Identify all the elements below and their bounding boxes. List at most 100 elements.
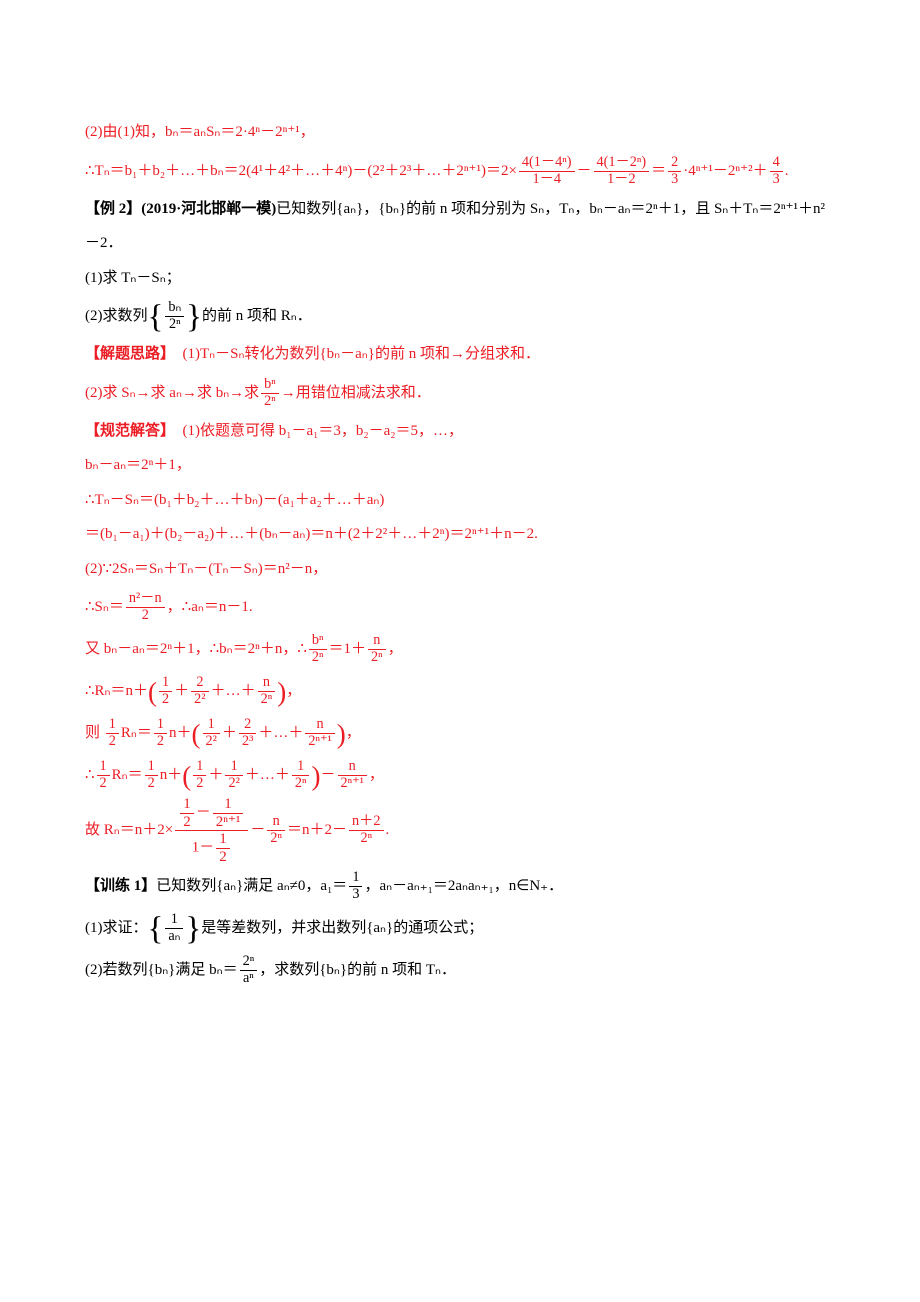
fraction: n2ⁿ⁺¹ — [305, 717, 334, 749]
fraction: n＋22ⁿ — [349, 814, 384, 846]
solution-line: 又 bₙ－aₙ＝2ⁿ＋1，∴bₙ＝2ⁿ＋n，∴bⁿ2ⁿ＝1＋n2ⁿ， — [85, 628, 835, 670]
text: 则 — [85, 725, 104, 741]
text: ∴Tₙ－Sₙ＝(b₁＋b₂＋…＋bₙ)－(a₁＋a₂＋…＋aₙ) — [85, 492, 384, 508]
fraction: 12 — [106, 717, 119, 749]
solution-line: 故 Rₙ＝n＋2× 12－12ⁿ⁺¹ 1－12 －n2ⁿ＝n＋2－n＋22ⁿ. — [85, 796, 835, 865]
fraction: 12 — [154, 717, 167, 749]
text: 又 bₙ－aₙ＝2ⁿ＋1，∴bₙ＝2ⁿ＋n，∴ — [85, 641, 307, 657]
fraction: 12 — [193, 759, 206, 791]
fraction: 13 — [349, 870, 362, 902]
text: →用错位相减法求和． — [281, 385, 431, 401]
section-label: 【规范解答】 — [85, 423, 175, 439]
solution-line: 则 12Rₙ＝12n＋(12²＋22³＋…＋n2ⁿ⁺¹)， — [85, 712, 835, 754]
section-label: 【解题思路】 — [85, 346, 175, 362]
question-2: (2)求数列{bₙ2ⁿ}的前 n 项和 Rₙ． — [85, 295, 835, 337]
fraction: bⁿ2ⁿ — [261, 377, 279, 409]
text: 已知数列{aₙ}满足 aₙ≠0，a₁＝ — [156, 878, 347, 894]
fraction: bₙ2ⁿ — [165, 300, 184, 332]
fraction: 2ⁿaⁿ — [240, 954, 258, 986]
fraction: n2ⁿ⁺¹ — [338, 759, 367, 791]
text: ＝(b₁－a₁)＋(b₂－a₂)＋…＋(bₙ－aₙ)＝n＋(2＋2²＋…＋2ⁿ)… — [85, 526, 538, 542]
fraction: 4(1－2ⁿ)1－2 — [594, 155, 650, 187]
text: ＝1＋ — [329, 641, 367, 657]
solution-line: ∴Tₙ＝b₁＋b₂＋…＋bₙ＝2(4¹＋4²＋…＋4ⁿ)－(2²＋2³＋…＋2ⁿ… — [85, 150, 835, 192]
text: ，aₙ－aₙ₊₁＝2aₙaₙ₊₁，n∈N₊． — [364, 878, 563, 894]
fraction: 43 — [770, 155, 783, 187]
training-q2: (2)若数列{bₙ}满足 bₙ＝2ⁿaⁿ，求数列{bₙ}的前 n 项和 Tₙ． — [85, 949, 835, 991]
text: ＋…＋ — [258, 725, 303, 741]
text: (2)求 Sₙ→求 aₙ→求 bₙ→求 — [85, 385, 259, 401]
solution-line: ∴12Rₙ＝12n＋(12＋12²＋…＋12ⁿ)－n2ⁿ⁺¹， — [85, 754, 835, 796]
text: ， — [346, 725, 361, 741]
example-label: 【例 2】(2019·河北邯郸一模) — [85, 201, 276, 217]
training-1: 【训练 1】已知数列{aₙ}满足 aₙ≠0，a₁＝13，aₙ－aₙ₊₁＝2aₙa… — [85, 865, 835, 907]
text: bₙ－aₙ＝2ⁿ＋1， — [85, 457, 191, 473]
document-page: (2)由(1)知，bₙ＝aₙSₙ＝2·4ⁿ－2ⁿ⁺¹， ∴Tₙ＝b₁＋b₂＋…＋… — [0, 0, 920, 1051]
text: (2)∵2Sₙ＝Sₙ＋Tₙ－(Tₙ－Sₙ)＝n²－n， — [85, 561, 327, 577]
text: ∴Rₙ＝n＋ — [85, 683, 148, 699]
text: ∴Sₙ＝ — [85, 599, 124, 615]
text: 是等差数列，并求出数列{aₙ}的通项公式； — [201, 920, 483, 936]
text: ＋ — [222, 725, 237, 741]
fraction: 4(1－4ⁿ)1－4 — [519, 155, 575, 187]
solution-line: (2)∵2Sₙ＝Sₙ＋Tₙ－(Tₙ－Sₙ)＝n²－n， — [85, 552, 835, 587]
solution-line: ＝(b₁－a₁)＋(b₂－a₂)＋…＋(bₙ－aₙ)＝n＋(2＋2²＋…＋2ⁿ)… — [85, 517, 835, 552]
fraction: 12² — [203, 717, 220, 749]
text: ＝ — [651, 163, 666, 179]
text: － — [250, 822, 265, 838]
solution-line: (2)由(1)知，bₙ＝aₙSₙ＝2·4ⁿ－2ⁿ⁺¹， — [85, 115, 835, 150]
fraction: 12² — [225, 759, 242, 791]
text: － — [577, 163, 592, 179]
text: (1)求 Tₙ－Sₙ； — [85, 270, 181, 286]
text: n＋ — [160, 767, 183, 783]
text: (2)求数列 — [85, 308, 148, 324]
text: (1)依题意可得 b₁－a₁＝3，b₂－a₂＝5，…， — [183, 423, 463, 439]
fraction: 12 — [97, 759, 110, 791]
text: － — [196, 804, 211, 820]
fraction: 23 — [668, 155, 681, 187]
text: ∴ — [85, 767, 95, 783]
text: ， — [388, 641, 403, 657]
example-2: 【例 2】(2019·河北邯郸一模)已知数列{aₙ}，{bₙ}的前 n 项和分别… — [85, 192, 835, 261]
solution-idea: 【解题思路】 (1)Tₙ－Sₙ转化为数列{bₙ－aₙ}的前 n 项和→分组求和． — [85, 337, 835, 372]
fraction: 12 — [145, 759, 158, 791]
text: ＋…＋ — [211, 683, 256, 699]
fraction: 12 — [180, 796, 194, 830]
text: ， — [286, 683, 301, 699]
text: ·4ⁿ⁺¹－2ⁿ⁺²＋ — [683, 163, 767, 179]
text: (2)由(1)知，bₙ＝aₙSₙ＝2·4ⁿ－2ⁿ⁺¹， — [85, 124, 315, 140]
text: n＋ — [169, 725, 192, 741]
text: (1)求证： — [85, 920, 148, 936]
text: ＋…＋ — [245, 767, 290, 783]
fraction: 1aₙ — [165, 912, 183, 944]
text: (2)若数列{bₙ}满足 bₙ＝ — [85, 962, 238, 978]
text: 故 Rₙ＝n＋2× — [85, 822, 173, 838]
text: . — [386, 822, 390, 838]
fraction: 12 — [216, 831, 230, 865]
text: ，求数列{bₙ}的前 n 项和 Tₙ． — [259, 962, 456, 978]
solution-line: bₙ－aₙ＝2ⁿ＋1， — [85, 448, 835, 483]
complex-fraction: 12－12ⁿ⁺¹ 1－12 — [175, 796, 248, 865]
text: ∴Tₙ＝b₁＋b₂＋…＋bₙ＝2(4¹＋4²＋…＋4ⁿ)－(2²＋2³＋…＋2ⁿ… — [85, 163, 517, 179]
fraction: n2ⁿ — [267, 814, 285, 846]
text: ＝n＋2－ — [287, 822, 347, 838]
fraction: n2ⁿ — [368, 633, 386, 665]
text: 的前 n 项和 Rₙ． — [202, 308, 312, 324]
training-q1: (1)求证：{1aₙ}是等差数列，并求出数列{aₙ}的通项公式； — [85, 907, 835, 949]
text: . — [785, 163, 789, 179]
text: ＋ — [174, 683, 189, 699]
text: Rₙ＝ — [112, 767, 143, 783]
fraction: 22³ — [239, 717, 256, 749]
solution-line: ∴Tₙ－Sₙ＝(b₁＋b₂＋…＋bₙ)－(a₁＋a₂＋…＋aₙ) — [85, 483, 835, 518]
text: (1)Tₙ－Sₙ转化为数列{bₙ－aₙ}的前 n 项和→分组求和． — [183, 346, 540, 362]
fraction: 12ⁿ⁺¹ — [213, 796, 244, 830]
text: ，∴aₙ＝n－1. — [167, 599, 253, 615]
text: Rₙ＝ — [121, 725, 152, 741]
solution-line: ∴Rₙ＝n＋(12＋22²＋…＋n2ⁿ)， — [85, 670, 835, 712]
fraction: n2ⁿ — [258, 675, 276, 707]
text: － — [320, 767, 335, 783]
text: ， — [369, 767, 384, 783]
fraction: n²－n2 — [126, 591, 165, 623]
fraction: 12 — [159, 675, 172, 707]
fraction: bⁿ2ⁿ — [309, 633, 327, 665]
